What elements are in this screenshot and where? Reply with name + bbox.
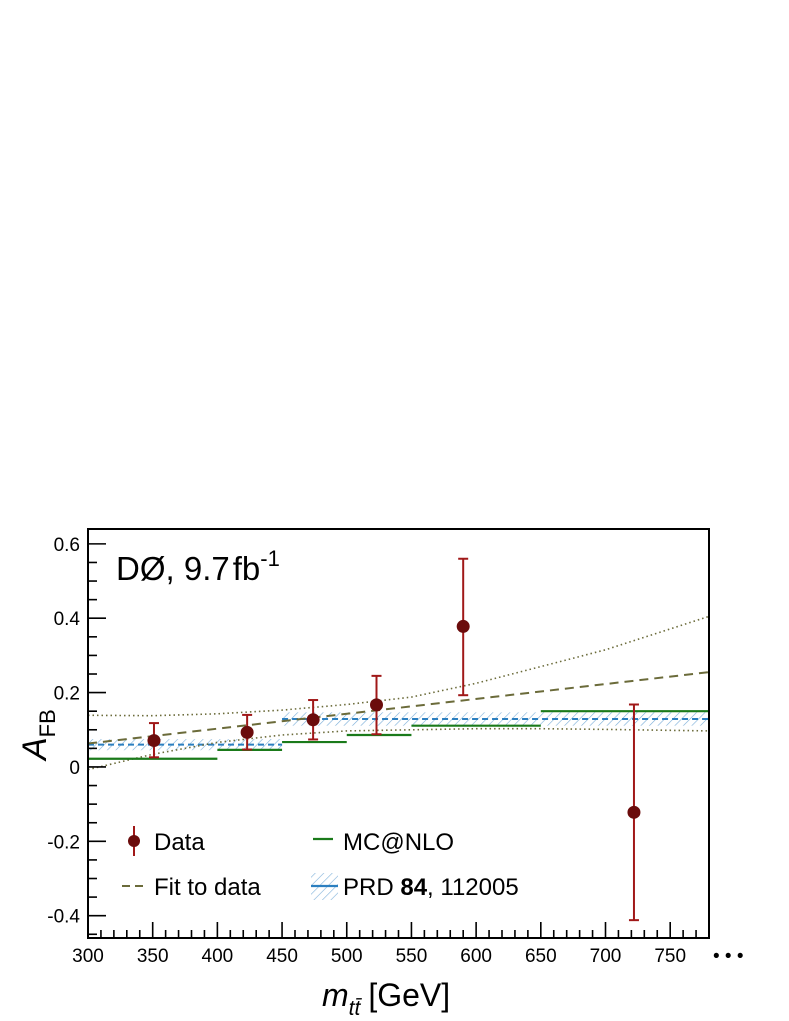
legend-fit-label: Fit to data	[154, 874, 261, 901]
data-points-layer	[147, 557, 641, 922]
legend-item-prd: PRD 84, 112005	[311, 873, 519, 901]
fit-line	[87, 671, 710, 745]
prd-band-layer	[88, 712, 709, 751]
data-marker	[370, 698, 384, 712]
legend-mcnlo-label: MC@NLO	[343, 829, 454, 856]
y-tick-label: -0.4	[47, 907, 80, 928]
x-axis-label: mtt̄ [GeV]	[322, 977, 450, 1020]
legend-data-marker	[128, 835, 140, 847]
x-label-main: m	[322, 977, 349, 1013]
data-point	[627, 703, 641, 922]
y-axis-ticks: -0.4 -0.2 0 0.2 0.4 0.6	[47, 535, 106, 936]
y-tick-label: 0	[69, 758, 80, 779]
data-marker	[147, 734, 161, 748]
data-marker	[240, 725, 254, 739]
experiment-annotation: DØ, 9.7fb-1	[116, 546, 280, 587]
legend-item-fit: Fit to data	[122, 874, 261, 901]
y-label-subscript: FB	[35, 709, 60, 737]
x-tick-label: 450	[266, 946, 298, 967]
x-axis-ticks: 300 350 400 450 500 550 600 650 700 750	[72, 922, 710, 967]
y-tick-label: -0.2	[47, 832, 80, 853]
x-label-unit: [GeV]	[368, 977, 450, 1013]
x-tick-label: 350	[137, 946, 169, 967]
data-point	[147, 722, 161, 759]
fit-band-upper	[87, 615, 710, 717]
x-label-subscript: tt̄	[349, 997, 362, 1020]
data-marker	[627, 805, 641, 819]
legend: Data MC@NLO Fit to data PRD 84, 112005	[122, 826, 519, 901]
x-tick-label: 650	[525, 946, 557, 967]
y-tick-label: 0.2	[54, 684, 80, 705]
annotation-unit: fb	[233, 550, 261, 587]
x-tick-label: 750	[654, 946, 686, 967]
legend-item-data: Data	[128, 826, 205, 856]
mcnlo-layer	[88, 710, 709, 760]
legend-item-mcnlo: MC@NLO	[313, 829, 454, 856]
fit-layer	[87, 615, 710, 771]
data-marker	[306, 713, 320, 727]
y-tick-label: 0.6	[54, 535, 80, 556]
data-point	[306, 699, 320, 741]
x-tick-label: 600	[460, 946, 492, 967]
x-tick-label: 500	[331, 946, 363, 967]
legend-prd-label: PRD 84, 112005	[343, 874, 519, 901]
x-tick-label: 300	[72, 946, 104, 967]
x-overflow-marker: • • •	[713, 946, 744, 967]
y-tick-label: 0.4	[54, 609, 81, 630]
x-tick-label: 550	[396, 946, 428, 967]
prd-band-bin	[88, 739, 283, 751]
annotation-exponent: -1	[260, 546, 280, 571]
data-point	[370, 674, 384, 736]
y-axis-label: AFB	[16, 709, 60, 762]
x-tick-label: 400	[202, 946, 234, 967]
data-point	[456, 557, 470, 697]
x-tick-label: 700	[590, 946, 622, 967]
legend-data-label: Data	[154, 829, 205, 856]
legend-prd-main: PRD	[343, 874, 400, 901]
annotation-text: DØ, 9.7	[116, 550, 230, 587]
data-marker	[456, 619, 470, 633]
legend-prd-page: , 112005	[427, 874, 519, 901]
svg-text:AFB: AFB	[16, 709, 60, 762]
fit-band-lower	[87, 727, 710, 771]
data-point	[240, 713, 254, 751]
legend-prd-volume: 84	[400, 874, 427, 901]
y-label-main: A	[16, 737, 54, 762]
